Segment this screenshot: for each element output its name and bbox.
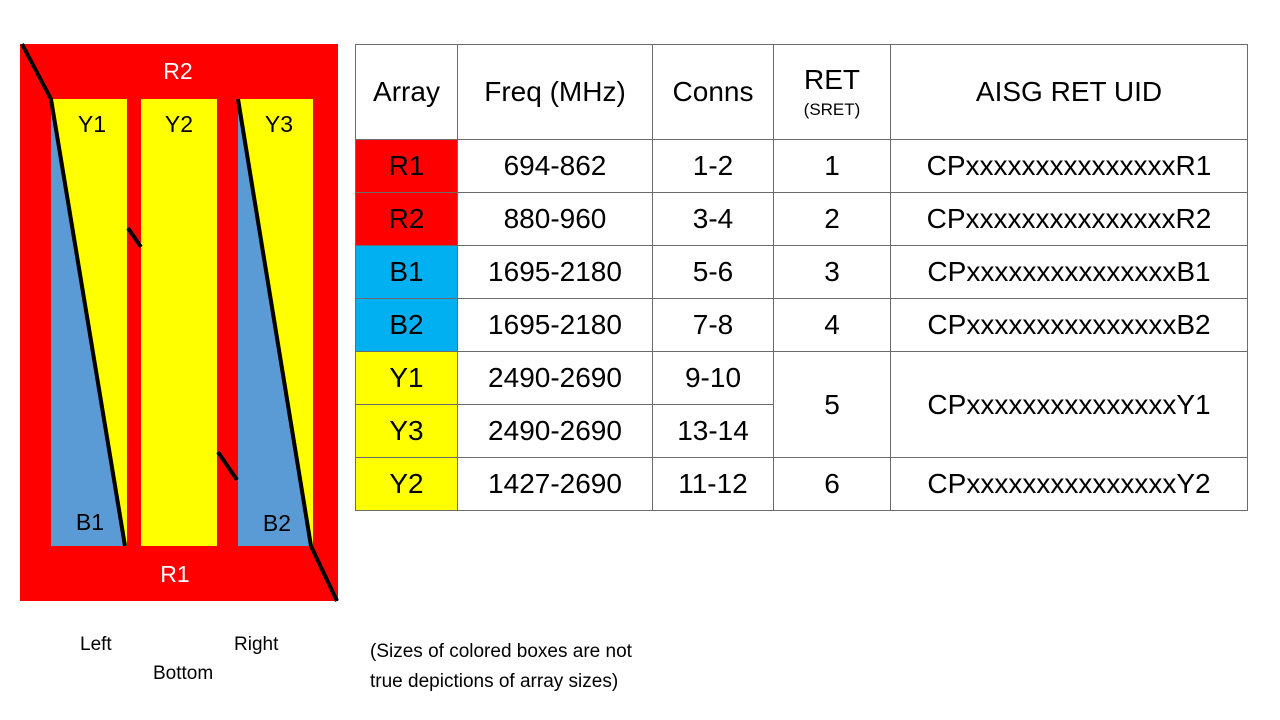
header-array: Array — [355, 44, 458, 140]
label-r2: R2 — [163, 58, 192, 84]
cell-array: Y2 — [355, 457, 458, 511]
cell-freq: 1695-2180 — [457, 245, 653, 299]
cell-conns: 9-10 — [652, 351, 774, 405]
label-y2: Y2 — [165, 111, 193, 137]
cell-ret: 2 — [773, 192, 891, 246]
cell-freq: 1695-2180 — [457, 298, 653, 352]
divider-line — [20, 43, 339, 602]
cell-freq: 694-862 — [457, 139, 653, 193]
orientation-right: Right — [234, 634, 279, 655]
cell-freq: 1427-2690 — [457, 457, 653, 511]
cell-ret: 4 — [773, 298, 891, 352]
cell-array: R2 — [355, 192, 458, 246]
cell-array: Y3 — [355, 404, 458, 458]
cell-conns: 7-8 — [652, 298, 774, 352]
table-header-row: Array Freq (MHz) Conns RET (SRET) AISG RE… — [355, 44, 1248, 140]
cell-conns: 11-12 — [652, 457, 774, 511]
table-row: R2 880-960 3-4 2 CPxxxxxxxxxxxxxxxR2 — [355, 192, 1248, 246]
cell-uid: CPxxxxxxxxxxxxxxxY2 — [890, 457, 1248, 511]
header-conns: Conns — [652, 44, 774, 140]
cell-uid: CPxxxxxxxxxxxxxxxB2 — [890, 298, 1248, 352]
table-row: Y3 2490-2690 13-14 — [355, 404, 1248, 458]
array-y2 — [141, 99, 217, 546]
header-uid: AISG RET UID — [890, 44, 1248, 140]
cell-freq: 2490-2690 — [457, 351, 653, 405]
orientation-left: Left — [80, 634, 112, 655]
label-r1: R1 — [160, 561, 189, 587]
cell-conns: 3-4 — [652, 192, 774, 246]
table-row: R1 694-862 1-2 1 CPxxxxxxxxxxxxxxxR1 — [355, 139, 1248, 193]
cell-array: Y1 — [355, 351, 458, 405]
size-disclaimer-note: (Sizes of colored boxes are not true dep… — [370, 641, 632, 692]
cell-ret: 3 — [773, 245, 891, 299]
header-freq: Freq (MHz) — [457, 44, 653, 140]
cell-freq: 880-960 — [457, 192, 653, 246]
table-row: B1 1695-2180 5-6 3 CPxxxxxxxxxxxxxxxB1 — [355, 245, 1248, 299]
label-y1: Y1 — [78, 111, 106, 137]
table-row: B2 1695-2180 7-8 4 CPxxxxxxxxxxxxxxxB2 — [355, 298, 1248, 352]
cell-conns: 5-6 — [652, 245, 774, 299]
label-b2: B2 — [263, 510, 291, 536]
cell-uid: CPxxxxxxxxxxxxxxxR1 — [890, 139, 1248, 193]
table-row: Y1 2490-2690 9-10 5 CPxxxxxxxxxxxxxxxY1 — [355, 351, 1248, 458]
header-ret: RET (SRET) — [773, 44, 891, 140]
label-b1: B1 — [76, 509, 104, 535]
cell-uid: CPxxxxxxxxxxxxxxxB1 — [890, 245, 1248, 299]
cell-array: R1 — [355, 139, 458, 193]
cell-array: B1 — [355, 245, 458, 299]
table-row: Y2 1427-2690 11-12 6 CPxxxxxxxxxxxxxxxY2 — [355, 457, 1248, 511]
cell-array: B2 — [355, 298, 458, 352]
orientation-bottom: Bottom — [153, 663, 214, 684]
cell-ret: 1 — [773, 139, 891, 193]
label-y3: Y3 — [265, 111, 293, 137]
cell-freq: 2490-2690 — [457, 404, 653, 458]
cell-conns: 13-14 — [652, 404, 774, 458]
cell-uid: CPxxxxxxxxxxxxxxxY1 — [890, 351, 1248, 458]
cell-conns: 1-2 — [652, 139, 774, 193]
antenna-array-diagram: R2 R1 Y1 Y2 Y3 B1 B2 — [20, 43, 339, 602]
cell-uid: CPxxxxxxxxxxxxxxxR2 — [890, 192, 1248, 246]
cell-ret: 6 — [773, 457, 891, 511]
array-table: Array Freq (MHz) Conns RET (SRET) AISG RE… — [355, 44, 1248, 511]
cell-ret: 5 — [773, 351, 891, 458]
